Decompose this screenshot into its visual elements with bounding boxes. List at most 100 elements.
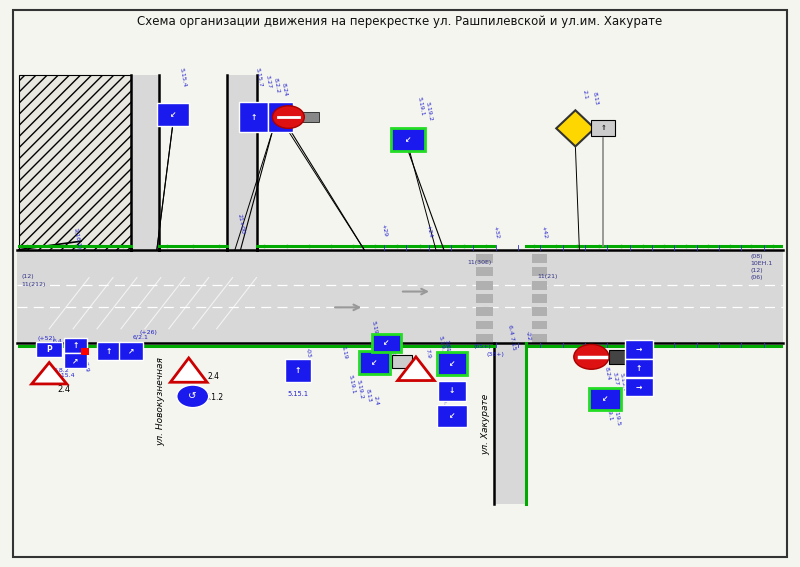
Text: ↙: ↙ — [405, 135, 411, 144]
Text: 5.19.2: 5.19.2 — [438, 336, 446, 356]
Bar — [476, 294, 494, 303]
Text: +85: +85 — [389, 345, 396, 359]
Polygon shape — [398, 357, 434, 380]
Text: 11(212): 11(212) — [22, 282, 46, 287]
Text: ↙: ↙ — [449, 412, 455, 421]
Text: 2.4: 2.4 — [373, 395, 379, 405]
FancyBboxPatch shape — [437, 405, 467, 428]
Text: 2.4: 2.4 — [57, 385, 70, 394]
Text: ↺: ↺ — [188, 391, 197, 401]
Bar — [531, 281, 547, 290]
Text: 1.19: 1.19 — [341, 346, 348, 360]
Text: -03: -03 — [305, 347, 312, 358]
Bar — [476, 281, 494, 290]
Text: 6/2.1: 6/2.1 — [133, 335, 149, 340]
Text: ⇑: ⇑ — [600, 125, 606, 131]
Bar — [531, 294, 547, 303]
Text: +24: +24 — [425, 224, 432, 238]
Bar — [81, 348, 89, 355]
Text: ↑: ↑ — [250, 113, 257, 121]
Text: 4.1.2: 4.1.2 — [205, 393, 224, 402]
Text: 5.19.7: 5.19.7 — [444, 342, 452, 362]
FancyBboxPatch shape — [626, 378, 653, 396]
FancyBboxPatch shape — [63, 338, 87, 353]
Text: ↑: ↑ — [294, 366, 301, 375]
FancyBboxPatch shape — [626, 341, 653, 358]
Text: 5.19.5: 5.19.5 — [613, 406, 621, 426]
Text: (+52): (+52) — [38, 336, 56, 341]
Text: 5.19.1: 5.19.1 — [417, 97, 425, 117]
Text: 8.24: 8.24 — [604, 366, 611, 381]
Text: 1(16,1): 1(16,1) — [73, 227, 82, 249]
Text: ↑: ↑ — [278, 113, 284, 121]
Bar — [591, 120, 615, 136]
FancyBboxPatch shape — [119, 342, 143, 360]
Bar — [531, 320, 547, 329]
Text: 10ЕН.1: 10ЕН.1 — [750, 261, 773, 266]
Text: ул. Новокузнечная: ул. Новокузнечная — [156, 358, 166, 446]
Text: 3.27: 3.27 — [265, 74, 272, 89]
Text: 2.4: 2.4 — [207, 372, 219, 381]
Circle shape — [177, 385, 209, 408]
Circle shape — [273, 106, 304, 128]
Bar — [476, 334, 494, 342]
Text: ул. Хакурате: ул. Хакурате — [481, 394, 490, 455]
Text: ↙: ↙ — [449, 359, 455, 368]
Text: (06): (06) — [750, 275, 763, 280]
Bar — [531, 307, 547, 316]
Text: ↗: ↗ — [128, 346, 134, 356]
Text: →: → — [636, 383, 642, 392]
Text: +29: +29 — [381, 223, 388, 238]
Text: -22: -22 — [524, 330, 531, 341]
Text: ↙: ↙ — [602, 395, 608, 404]
Text: ↑: ↑ — [636, 363, 642, 373]
Bar — [494, 342, 526, 503]
Text: (38+): (38+) — [486, 352, 505, 357]
Text: ↑: ↑ — [72, 341, 78, 350]
Bar — [476, 307, 494, 316]
Text: 8.24: 8.24 — [281, 83, 288, 97]
Text: 1.6.1.5: 1.6.1.5 — [443, 339, 452, 361]
Text: (12): (12) — [22, 274, 34, 279]
Text: 8.13: 8.13 — [365, 388, 372, 403]
FancyBboxPatch shape — [437, 352, 467, 375]
Text: ↓: ↓ — [449, 386, 455, 395]
Text: 7.9: 7.9 — [425, 348, 431, 359]
Bar — [531, 254, 547, 263]
FancyBboxPatch shape — [37, 342, 62, 357]
Text: (+26): (+26) — [140, 330, 158, 335]
Text: 5.19.1: 5.19.1 — [348, 374, 356, 394]
Text: 11(30E): 11(30E) — [467, 260, 492, 265]
FancyBboxPatch shape — [285, 359, 310, 382]
Text: 5.15.4: 5.15.4 — [179, 67, 187, 88]
Circle shape — [574, 344, 609, 369]
Text: ↙: ↙ — [383, 338, 390, 347]
Text: (08): (08) — [750, 254, 763, 259]
Text: 6.4: 6.4 — [52, 339, 62, 344]
Text: 5.19.1: 5.19.1 — [605, 401, 613, 422]
Polygon shape — [19, 75, 131, 249]
Bar — [18, 249, 782, 342]
Text: 8.13: 8.13 — [592, 91, 599, 105]
Text: 5.15.1: 5.15.1 — [287, 391, 309, 397]
Text: (65+): (65+) — [474, 344, 491, 349]
FancyBboxPatch shape — [359, 351, 390, 374]
Bar — [131, 75, 159, 249]
FancyBboxPatch shape — [157, 103, 189, 125]
Bar — [531, 334, 547, 342]
Text: 5.5: 5.5 — [439, 369, 449, 374]
Text: 1.8.9: 1.8.9 — [82, 356, 89, 373]
Text: 5.19.1: 5.19.1 — [440, 389, 448, 409]
Text: 5.19.1: 5.19.1 — [370, 321, 378, 341]
Text: P: P — [46, 345, 52, 354]
Text: ↑: ↑ — [106, 346, 112, 356]
Text: 5.15.4: 5.15.4 — [55, 373, 75, 378]
Text: 6.8.2: 6.8.2 — [54, 368, 69, 373]
Text: ↗: ↗ — [72, 356, 78, 365]
Text: 11(21): 11(21) — [538, 274, 558, 279]
Text: 5.15.7: 5.15.7 — [254, 67, 263, 88]
Bar — [227, 75, 257, 249]
Text: 5.15.7: 5.15.7 — [619, 373, 627, 393]
FancyBboxPatch shape — [438, 381, 466, 400]
Text: ↙: ↙ — [170, 110, 176, 119]
